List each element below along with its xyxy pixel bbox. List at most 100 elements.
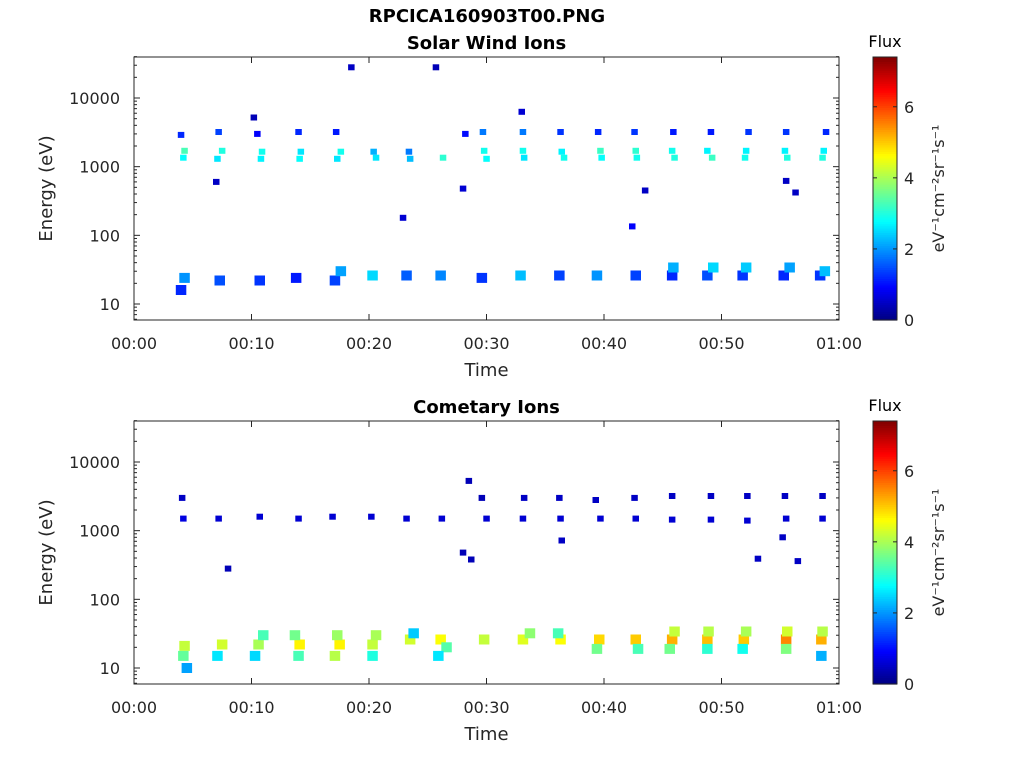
colorbar-segment xyxy=(873,624,897,628)
colorbar-segment xyxy=(873,609,897,613)
data-cell xyxy=(702,634,713,645)
data-cell xyxy=(781,493,789,499)
colorbar-segment xyxy=(873,519,897,523)
colorbar-segment xyxy=(873,493,897,497)
colorbar-segment xyxy=(873,94,897,98)
data-cell xyxy=(630,270,641,281)
colorbar-segment xyxy=(873,157,897,161)
data-cell xyxy=(348,64,355,71)
colorbar-segment xyxy=(873,425,897,429)
data-cell xyxy=(290,272,302,283)
data-cell xyxy=(254,275,265,286)
data-cell xyxy=(334,155,341,162)
x-tick-label: 00:10 xyxy=(228,698,274,717)
colorbar-segment xyxy=(873,570,897,573)
data-cell xyxy=(435,634,446,645)
colorbar-segment xyxy=(873,534,897,538)
colorbar-segment xyxy=(873,423,897,426)
y-axis-label: Energy (eV) xyxy=(36,499,57,605)
x-tick-label: 00:50 xyxy=(698,698,744,717)
data-cell xyxy=(329,275,341,286)
data-cell xyxy=(629,223,636,230)
data-cell xyxy=(632,515,639,522)
colorbar-segment xyxy=(873,214,897,218)
colorbar-segment xyxy=(873,572,897,576)
data-cell xyxy=(591,270,603,281)
data-cell xyxy=(370,148,377,155)
colorbar-tick-label: 2 xyxy=(904,604,914,623)
colorbar-segment xyxy=(873,642,897,646)
colorbar-segment xyxy=(873,668,897,672)
colorbar-frame xyxy=(872,420,898,685)
data-cell xyxy=(554,270,565,281)
colorbar-segment xyxy=(873,241,897,244)
data-cell xyxy=(630,634,641,645)
data-cell xyxy=(703,626,714,637)
x-tick-label: 00:40 xyxy=(581,334,627,353)
data-cell xyxy=(708,262,719,273)
data-cell xyxy=(293,650,304,661)
colorbar-segment xyxy=(873,477,897,481)
colorbar-segment xyxy=(873,155,897,159)
data-cell xyxy=(741,154,749,161)
data-cell xyxy=(702,643,713,654)
colorbar-segment xyxy=(873,655,897,659)
colorbar-segment xyxy=(873,98,897,102)
colorbar-segment xyxy=(873,72,897,76)
colorbar-segment xyxy=(873,127,897,130)
colorbar-segment xyxy=(873,177,897,181)
colorbar-segment xyxy=(873,223,897,227)
colorbar-segment xyxy=(873,550,897,554)
data-cell xyxy=(483,155,490,162)
colorbar-segment xyxy=(873,59,897,62)
y-tick-label: 10000 xyxy=(69,89,120,108)
colorbar-segment xyxy=(873,464,897,468)
colorbar-segment xyxy=(873,254,897,258)
colorbar-segment xyxy=(873,87,897,91)
data-cell xyxy=(668,493,676,499)
data-cell xyxy=(520,494,528,501)
colorbar-segment xyxy=(873,109,897,113)
colorbar-segment xyxy=(873,216,897,220)
data-cell xyxy=(816,650,827,661)
colorbar-tick-label: 0 xyxy=(904,311,914,330)
data-cell xyxy=(399,214,407,221)
colorbar-tick-label: 0 xyxy=(904,675,914,694)
data-cell xyxy=(520,154,528,161)
colorbar-segment xyxy=(873,219,897,222)
colorbar-segment xyxy=(873,175,897,179)
colorbar-segment xyxy=(873,315,897,319)
colorbar-segment xyxy=(873,100,897,104)
data-cell xyxy=(557,129,564,135)
colorbar-segment xyxy=(873,243,897,247)
colorbar-segment xyxy=(873,627,897,630)
colorbar-segment xyxy=(873,234,897,238)
colorbar-segment xyxy=(873,664,897,668)
colorbar-segment xyxy=(873,607,897,611)
data-cell xyxy=(181,147,188,154)
colorbar-segment xyxy=(873,563,897,567)
colorbar-segment xyxy=(873,221,897,225)
data-cell xyxy=(180,154,187,161)
data-cell xyxy=(754,555,762,562)
data-cell xyxy=(403,515,410,522)
data-cell xyxy=(332,129,340,135)
colorbar-tick-label: 6 xyxy=(904,98,914,117)
colorbar-segment xyxy=(873,190,897,194)
colorbar-segment xyxy=(873,61,897,65)
data-cell xyxy=(784,262,795,273)
data-cell xyxy=(367,270,378,281)
data-cell xyxy=(794,558,802,565)
colorbar-segment xyxy=(873,539,897,543)
colorbar-segment xyxy=(873,135,897,139)
x-tick-label: 00:50 xyxy=(698,334,744,353)
data-cell xyxy=(744,517,751,524)
data-cell xyxy=(462,130,469,137)
data-cell xyxy=(641,187,649,194)
colorbar-segment xyxy=(873,646,897,650)
y-axis-label: Energy (eV) xyxy=(36,135,57,241)
colorbar-segment xyxy=(873,456,897,459)
colorbar-segment xyxy=(873,280,897,284)
colorbar-segment xyxy=(873,620,897,624)
data-cell xyxy=(524,628,536,639)
